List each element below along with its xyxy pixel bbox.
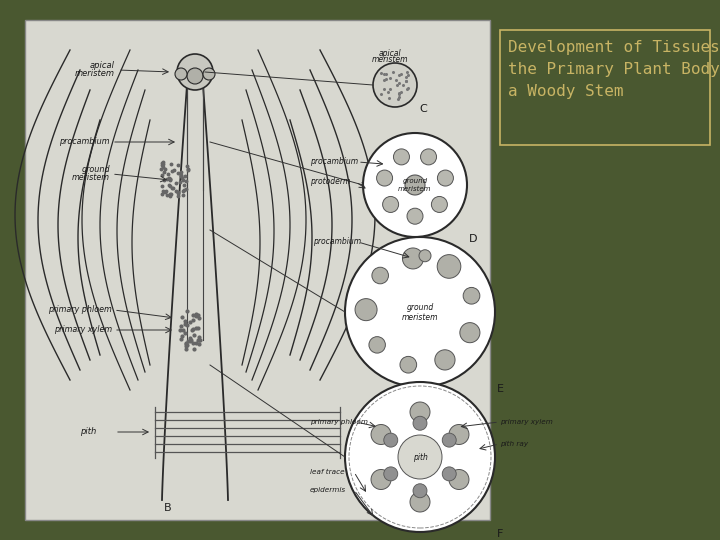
Bar — [25, 20, 490, 520]
Circle shape — [187, 68, 203, 84]
Text: pith ray: pith ray — [500, 441, 528, 447]
Circle shape — [449, 424, 469, 444]
Circle shape — [371, 469, 391, 489]
Text: D: D — [469, 234, 477, 244]
Circle shape — [413, 416, 427, 430]
Text: meristem: meristem — [372, 55, 408, 64]
Text: ground: ground — [406, 302, 433, 312]
Circle shape — [407, 208, 423, 224]
Circle shape — [400, 356, 417, 373]
Circle shape — [449, 469, 469, 489]
Text: E: E — [497, 384, 504, 394]
Text: ground: ground — [81, 165, 110, 174]
Circle shape — [402, 248, 423, 269]
Text: procambium: procambium — [60, 138, 110, 146]
Bar — [500, 30, 710, 145]
Text: primary xylem: primary xylem — [500, 419, 553, 425]
Circle shape — [377, 170, 392, 186]
Text: F: F — [497, 529, 503, 539]
Circle shape — [371, 424, 391, 444]
Circle shape — [431, 197, 447, 212]
Text: procambium: procambium — [310, 158, 358, 166]
Text: meristem: meristem — [75, 70, 115, 78]
Circle shape — [203, 68, 215, 80]
Circle shape — [442, 467, 456, 481]
Text: ground: ground — [402, 178, 428, 184]
Circle shape — [442, 433, 456, 447]
Circle shape — [369, 336, 385, 353]
Circle shape — [372, 267, 389, 284]
Circle shape — [420, 149, 436, 165]
Text: epidermis: epidermis — [310, 487, 346, 493]
Circle shape — [463, 287, 480, 304]
Text: primary phloem: primary phloem — [48, 306, 112, 314]
Circle shape — [435, 350, 455, 370]
Circle shape — [345, 237, 495, 387]
Text: primary xylem: primary xylem — [54, 326, 112, 334]
Circle shape — [419, 249, 431, 262]
Circle shape — [460, 322, 480, 343]
Text: primary phloem: primary phloem — [310, 419, 368, 425]
Circle shape — [393, 149, 410, 165]
Text: pith: pith — [413, 453, 428, 462]
Circle shape — [405, 175, 425, 195]
Text: meristem: meristem — [402, 313, 438, 321]
Circle shape — [410, 492, 430, 512]
Circle shape — [413, 484, 427, 498]
Circle shape — [437, 255, 461, 278]
Circle shape — [382, 197, 399, 212]
Text: meristem: meristem — [398, 186, 432, 192]
Circle shape — [355, 299, 377, 321]
Text: protoderm: protoderm — [310, 178, 351, 186]
Circle shape — [384, 433, 397, 447]
Text: B: B — [164, 503, 172, 513]
Text: Development of Tissues of
the Primary Plant Body of
a Woody Stem: Development of Tissues of the Primary Pl… — [508, 40, 720, 99]
Circle shape — [373, 63, 417, 107]
Text: leaf trace: leaf trace — [310, 469, 345, 475]
Circle shape — [384, 467, 397, 481]
Text: apical: apical — [90, 62, 115, 71]
Circle shape — [438, 170, 454, 186]
Circle shape — [410, 402, 430, 422]
Circle shape — [175, 68, 187, 80]
Text: procambium: procambium — [313, 238, 361, 246]
Circle shape — [177, 54, 213, 90]
Text: meristem: meristem — [72, 173, 110, 183]
Circle shape — [363, 133, 467, 237]
Text: pith: pith — [80, 428, 96, 436]
Text: apical: apical — [379, 49, 401, 57]
Circle shape — [345, 382, 495, 532]
Text: C: C — [419, 104, 427, 114]
Circle shape — [398, 435, 442, 479]
